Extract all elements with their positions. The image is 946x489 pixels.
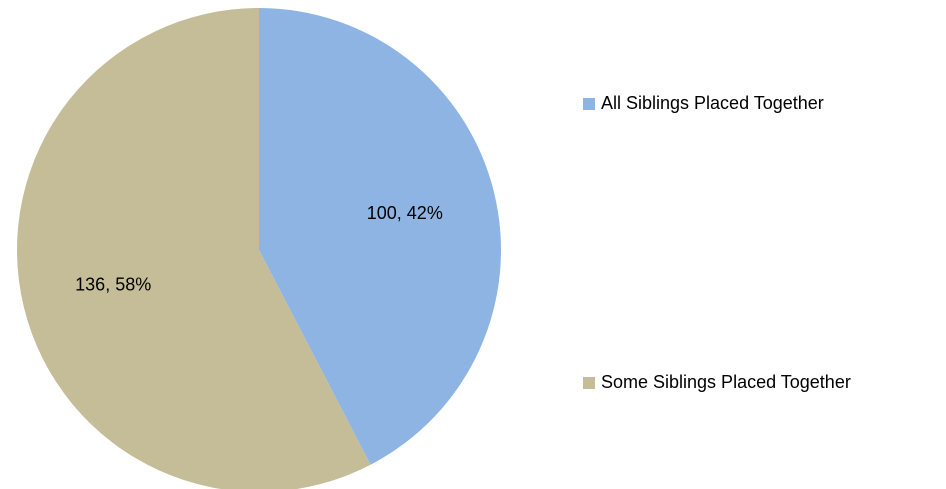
legend-label: All Siblings Placed Together (601, 93, 824, 113)
legend-item-some-siblings-placed-together: Some Siblings Placed Together (583, 372, 851, 392)
legend: All Siblings Placed Together Some Sibling… (583, 93, 851, 392)
legend-item-all-siblings-placed-together: All Siblings Placed Together (583, 93, 824, 113)
pie-slices (17, 8, 501, 489)
pie-slice-some-siblings-placed-together (17, 8, 371, 489)
legend-swatch (583, 98, 595, 110)
pie-slice-all-siblings-placed-together (259, 8, 501, 465)
data-label-some-siblings-placed-together: 136, 58% (75, 274, 151, 294)
legend-swatch (583, 377, 595, 389)
data-label-all-siblings-placed-together: 100, 42% (367, 203, 443, 223)
data-labels: 100, 42% 136, 58% (75, 203, 443, 294)
legend-label: Some Siblings Placed Together (601, 372, 851, 392)
